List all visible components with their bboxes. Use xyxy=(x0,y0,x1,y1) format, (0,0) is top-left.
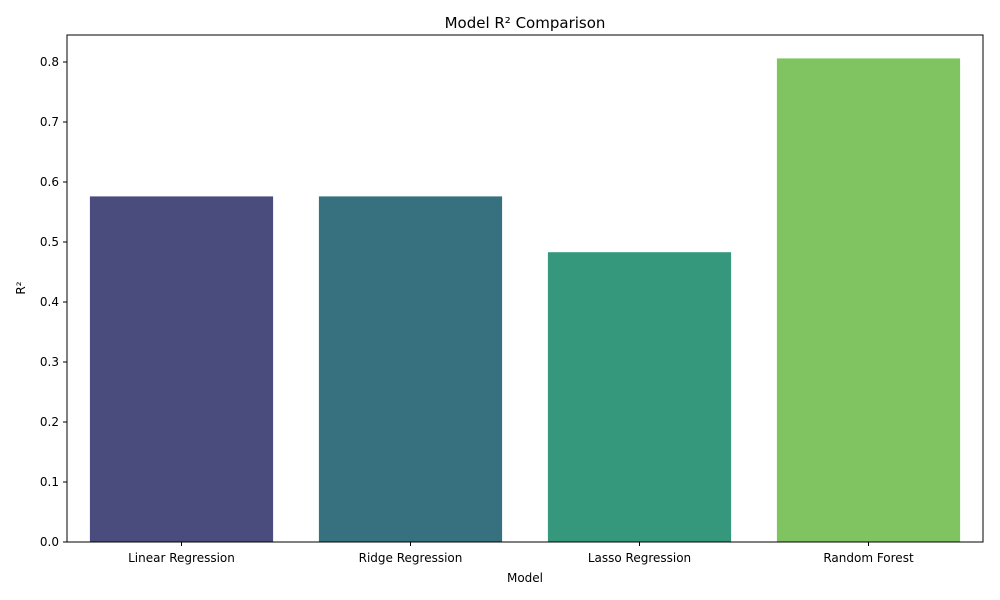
y-tick-label: 0.6 xyxy=(40,175,59,189)
x-axis-ticks: Linear Regression Ridge Regression Lasso R… xyxy=(128,542,914,565)
bar-random-forest xyxy=(776,58,961,543)
y-axis-ticks: 0.0 0.1 0.2 0.3 0.4 0.5 0.6 0.7 0.8 xyxy=(40,55,67,549)
bars-group xyxy=(89,58,961,543)
bar-ridge-regression xyxy=(318,196,503,542)
y-tick-label: 0.4 xyxy=(40,295,59,309)
x-tick-label: Linear Regression xyxy=(128,551,235,565)
y-tick-label: 0.0 xyxy=(40,535,59,549)
y-tick-label: 0.3 xyxy=(40,355,59,369)
bar-linear-regression xyxy=(89,196,274,542)
y-tick-label: 0.5 xyxy=(40,235,59,249)
y-tick-label: 0.1 xyxy=(40,475,59,489)
y-tick-label: 0.2 xyxy=(40,415,59,429)
bar-lasso-regression xyxy=(547,252,732,542)
x-axis-label: Model xyxy=(507,571,543,585)
y-axis-label: R² xyxy=(14,281,28,294)
x-tick-label: Lasso Regression xyxy=(588,551,691,565)
chart-title: Model R² Comparison xyxy=(445,14,606,32)
y-tick-label: 0.7 xyxy=(40,115,59,129)
plot-frame xyxy=(66,34,984,543)
x-tick-label: Random Forest xyxy=(823,551,914,565)
y-tick-label: 0.8 xyxy=(40,55,59,69)
x-tick-label: Ridge Regression xyxy=(359,551,463,565)
